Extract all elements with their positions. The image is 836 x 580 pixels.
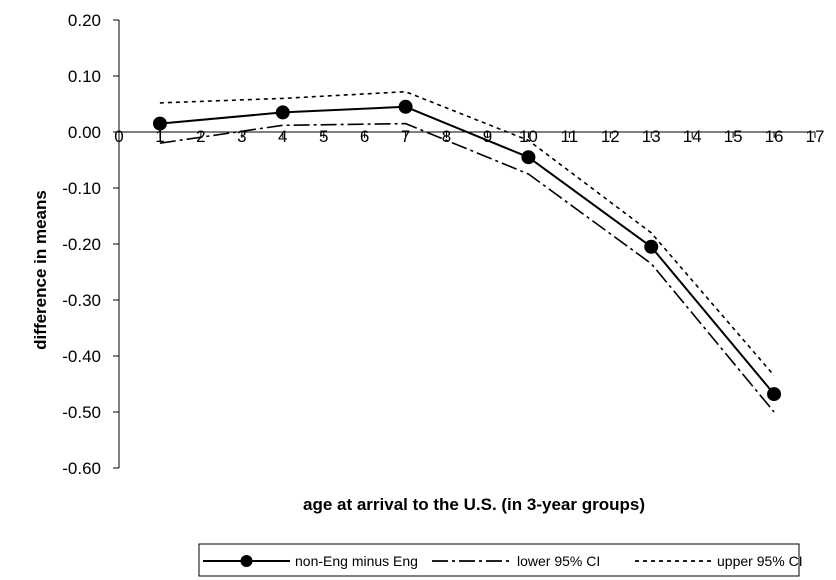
x-tick-label: 17 bbox=[806, 127, 825, 146]
y-axis-title: difference in means bbox=[31, 190, 50, 350]
legend-marker-0 bbox=[240, 555, 253, 567]
x-tick-label: 3 bbox=[237, 127, 246, 146]
y-tick-label: 0.20 bbox=[68, 11, 101, 30]
y-tick-label: -0.30 bbox=[62, 291, 101, 310]
series-line-1 bbox=[159, 122, 775, 413]
y-tick-label: 0.10 bbox=[68, 67, 101, 86]
x-tick-label: 14 bbox=[683, 127, 702, 146]
data-point bbox=[767, 387, 782, 402]
x-tick-label: 15 bbox=[724, 127, 743, 146]
legend: non-Eng minus Eng lower 95% CI upper 95% C… bbox=[198, 543, 803, 577]
series-markers bbox=[152, 99, 782, 402]
data-point bbox=[521, 150, 536, 165]
tick-labels: 0.20 0.10 0.00 -0.10 -0.20 -0.30 -0.40 -0.50 -0.… bbox=[62, 11, 824, 478]
x-tick-label: 11 bbox=[561, 127, 579, 146]
x-tick-label: 5 bbox=[319, 127, 328, 146]
data-point bbox=[398, 99, 413, 114]
legend-label-2: upper 95% CI bbox=[717, 553, 803, 569]
x-tick-label: 10 bbox=[519, 127, 538, 146]
y-tick-label: -0.10 bbox=[62, 179, 101, 198]
legend-label-0: non-Eng minus Eng bbox=[295, 553, 418, 569]
y-tick-label: -0.50 bbox=[62, 403, 101, 422]
data-point bbox=[644, 239, 659, 254]
x-tick-label: 13 bbox=[642, 127, 661, 146]
legend-box bbox=[198, 543, 800, 577]
x-tick-label: 7 bbox=[401, 127, 410, 146]
x-tick-label: 12 bbox=[601, 127, 620, 146]
y-tick-label: 0.00 bbox=[68, 123, 101, 142]
data-point bbox=[152, 116, 167, 131]
y-tick-label: -0.40 bbox=[62, 347, 101, 366]
x-tick-label: 6 bbox=[360, 127, 369, 146]
series-line-2 bbox=[159, 90, 775, 377]
axes bbox=[113, 19, 816, 469]
x-tick-label: 8 bbox=[442, 127, 451, 146]
x-tick-label: 4 bbox=[278, 127, 287, 146]
y-tick-label: -0.20 bbox=[62, 235, 101, 254]
x-tick-label: 16 bbox=[765, 127, 784, 146]
series-lines bbox=[159, 90, 775, 413]
x-tick-label: 0 bbox=[114, 127, 123, 146]
x-axis-title: age at arrival to the U.S. (in 3-year gr… bbox=[303, 495, 645, 514]
data-point bbox=[275, 105, 290, 120]
series-line-0 bbox=[159, 105, 775, 395]
y-tick-label: -0.60 bbox=[62, 459, 101, 478]
legend-label-1: lower 95% CI bbox=[517, 553, 600, 569]
x-tick-label: 1 bbox=[155, 127, 164, 146]
x-tick-label: 9 bbox=[483, 127, 492, 146]
